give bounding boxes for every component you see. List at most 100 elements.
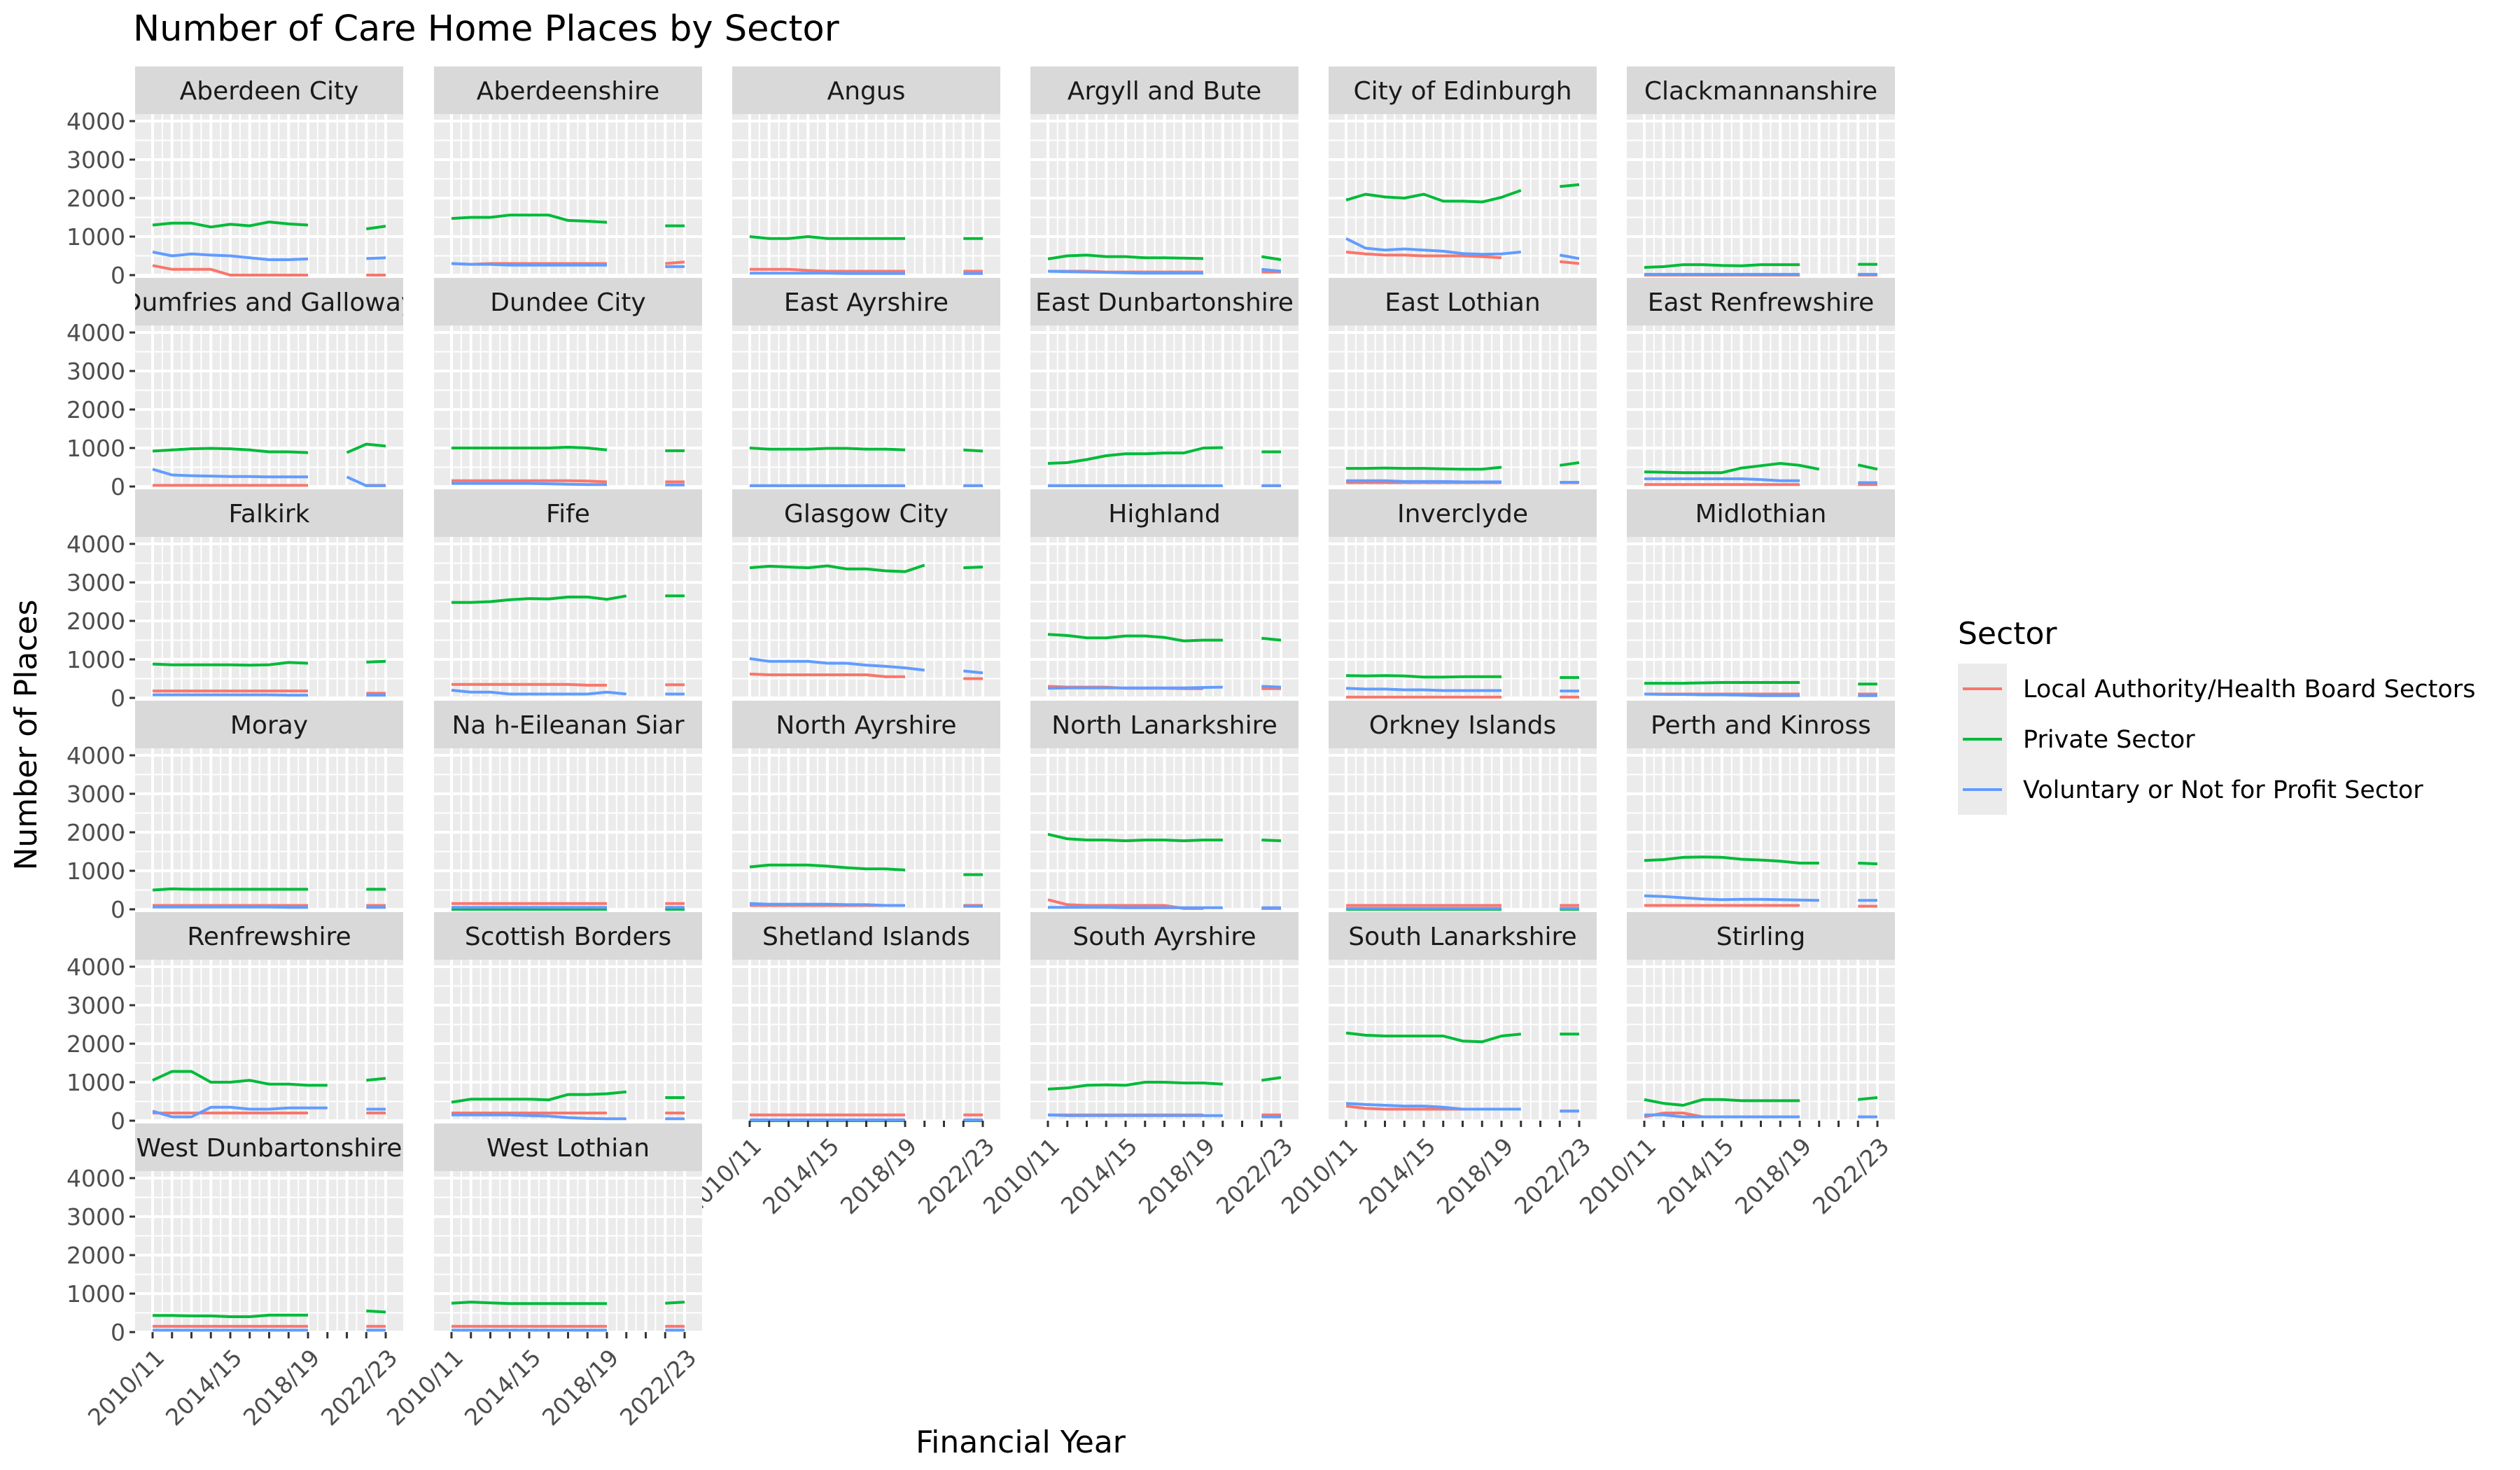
series-line-private [665, 1301, 685, 1305]
series-line-voluntary [963, 669, 983, 675]
facet-strip-label: Renfrewshire [187, 923, 351, 951]
facet-strip [1329, 66, 1597, 114]
x-tick-label: 2022/23 [1807, 1133, 1895, 1220]
series-line-private [152, 887, 308, 892]
legend-item: Private Sector [1958, 714, 2195, 764]
facet-strip-label: Orkney Islands [1369, 711, 1557, 740]
series-line-la [1345, 251, 1502, 260]
facet-strip-label: Aberdeen City [180, 77, 359, 106]
facet-panel: North Ayrshire [732, 701, 1000, 911]
y-tick-label: 0 [111, 262, 125, 289]
x-tick-label: 2018/19 [835, 1133, 923, 1220]
series-line-private [1261, 636, 1282, 642]
facet-strip [1627, 912, 1895, 960]
x-tick-label: 2014/15 [1652, 1133, 1740, 1220]
facet-strip-label: Moray [230, 711, 308, 740]
facet-strip-label: East Dunbartonshire [1035, 288, 1294, 317]
facet-panel: Inverclyde [1329, 489, 1597, 699]
y-tick-label: 4000 [66, 531, 125, 558]
y-tick-label: 4000 [66, 742, 125, 769]
series-line-private [1560, 461, 1580, 467]
y-tick-label: 4000 [66, 1165, 125, 1192]
series-line-voluntary [1048, 906, 1223, 909]
legend-label: Voluntary or Not for Profit Sector [2023, 776, 2423, 804]
series-line-private [152, 447, 309, 454]
series-line-private [1644, 462, 1820, 475]
y-tick-label: 3000 [66, 569, 125, 596]
series-line-private [1345, 189, 1522, 204]
series-line-private [1261, 1076, 1282, 1082]
facet-strip [434, 489, 702, 537]
series-line-private [1047, 1081, 1223, 1091]
facet-panel: Highland [1030, 489, 1298, 699]
series-line-voluntary [451, 1113, 626, 1121]
series-line-la [750, 267, 905, 273]
y-tick-label: 3000 [66, 780, 125, 808]
facet-strip [732, 66, 1000, 114]
facet-strip-label: North Ayrshire [776, 711, 956, 740]
facet-strip [1030, 489, 1298, 537]
x-tick-label: 2022/23 [615, 1344, 702, 1432]
legend-label: Local Authority/Health Board Sectors [2023, 676, 2475, 704]
series-line-voluntary [1644, 477, 1800, 482]
series-line-private [1858, 862, 1878, 866]
facet-strip [1627, 66, 1895, 114]
facet-panel: Scottish Borders [434, 912, 702, 1122]
series-line-voluntary [451, 262, 607, 267]
facet-panel: Shetland Islands2010/112014/152018/19202… [680, 912, 1000, 1219]
x-tick-label: 2010/11 [83, 1344, 170, 1432]
series-line-voluntary [1644, 894, 1819, 902]
series-line-private [366, 1309, 386, 1314]
y-tick-label: 0 [111, 896, 125, 923]
y-tick-label: 1000 [66, 858, 125, 885]
y-tick-label: 3000 [66, 146, 125, 174]
series-line-private [1345, 1031, 1521, 1044]
facet-strip-label: Argyll and Bute [1068, 77, 1261, 106]
facet-panels: Aberdeen City 0 1000 2000 3000 4000 Aberdeensh… [66, 66, 1895, 1431]
facet-panel: Aberdeen City 0 1000 2000 3000 4000 [66, 66, 403, 289]
series-line-private [1644, 681, 1800, 685]
x-tick-label: 2014/15 [1056, 1133, 1143, 1220]
facet-strip [1627, 489, 1895, 537]
facet-strip-label: City of Edinburgh [1353, 77, 1572, 106]
facet-strip-label: Dumfries and Galloway [122, 288, 416, 317]
facet-strip-label: Glasgow City [784, 500, 948, 528]
facet-strip [1030, 278, 1298, 326]
facet-strip-label: East Renfrewshire [1648, 288, 1875, 317]
series-line-private [1644, 1098, 1800, 1107]
facet-panel: Renfrewshire 0 1000 2000 3000 4000 [66, 912, 403, 1135]
y-tick-label: 3000 [66, 992, 125, 1019]
legend-item: Local Authority/Health Board Sectors [1958, 664, 2475, 714]
facet-strip-label: Highland [1108, 500, 1220, 528]
series-line-voluntary [152, 468, 308, 479]
facet-panel: East Renfrewshire [1627, 278, 1895, 488]
facet-strip-label: Midlothian [1695, 500, 1827, 528]
series-line-private [451, 1301, 607, 1306]
y-tick-label: 0 [111, 685, 125, 712]
series-line-voluntary [1559, 253, 1580, 260]
series-line-private [749, 863, 906, 872]
facet-strip [732, 701, 1000, 748]
y-tick-label: 1000 [66, 435, 125, 462]
facet-strip [434, 1124, 702, 1171]
series-line-private [1857, 463, 1878, 471]
facet-panel: Perth and Kinross [1627, 701, 1895, 911]
x-tick-label: 2018/19 [1730, 1133, 1817, 1220]
facet-strip-label: West Dunbartonshire [136, 1134, 402, 1163]
y-tick-label: 0 [111, 473, 125, 500]
y-axis-title: Number of Places [8, 599, 44, 870]
series-line-voluntary [1261, 267, 1282, 273]
series-line-voluntary [1047, 270, 1203, 275]
facet-strip-label: Fife [546, 500, 590, 528]
facet-panel: South Lanarkshire2010/112014/152018/1920… [1276, 912, 1597, 1219]
facet-panel: Fife [434, 489, 702, 699]
facet-strip [1030, 66, 1298, 114]
series-line-voluntary [346, 475, 386, 487]
facet-strip [135, 701, 403, 748]
facet-strip [135, 489, 403, 537]
facet-panel: City of Edinburgh [1329, 66, 1597, 276]
series-line-private [152, 220, 309, 229]
y-tick-label: 2000 [66, 396, 125, 424]
x-tick-label: 2018/19 [537, 1344, 624, 1432]
